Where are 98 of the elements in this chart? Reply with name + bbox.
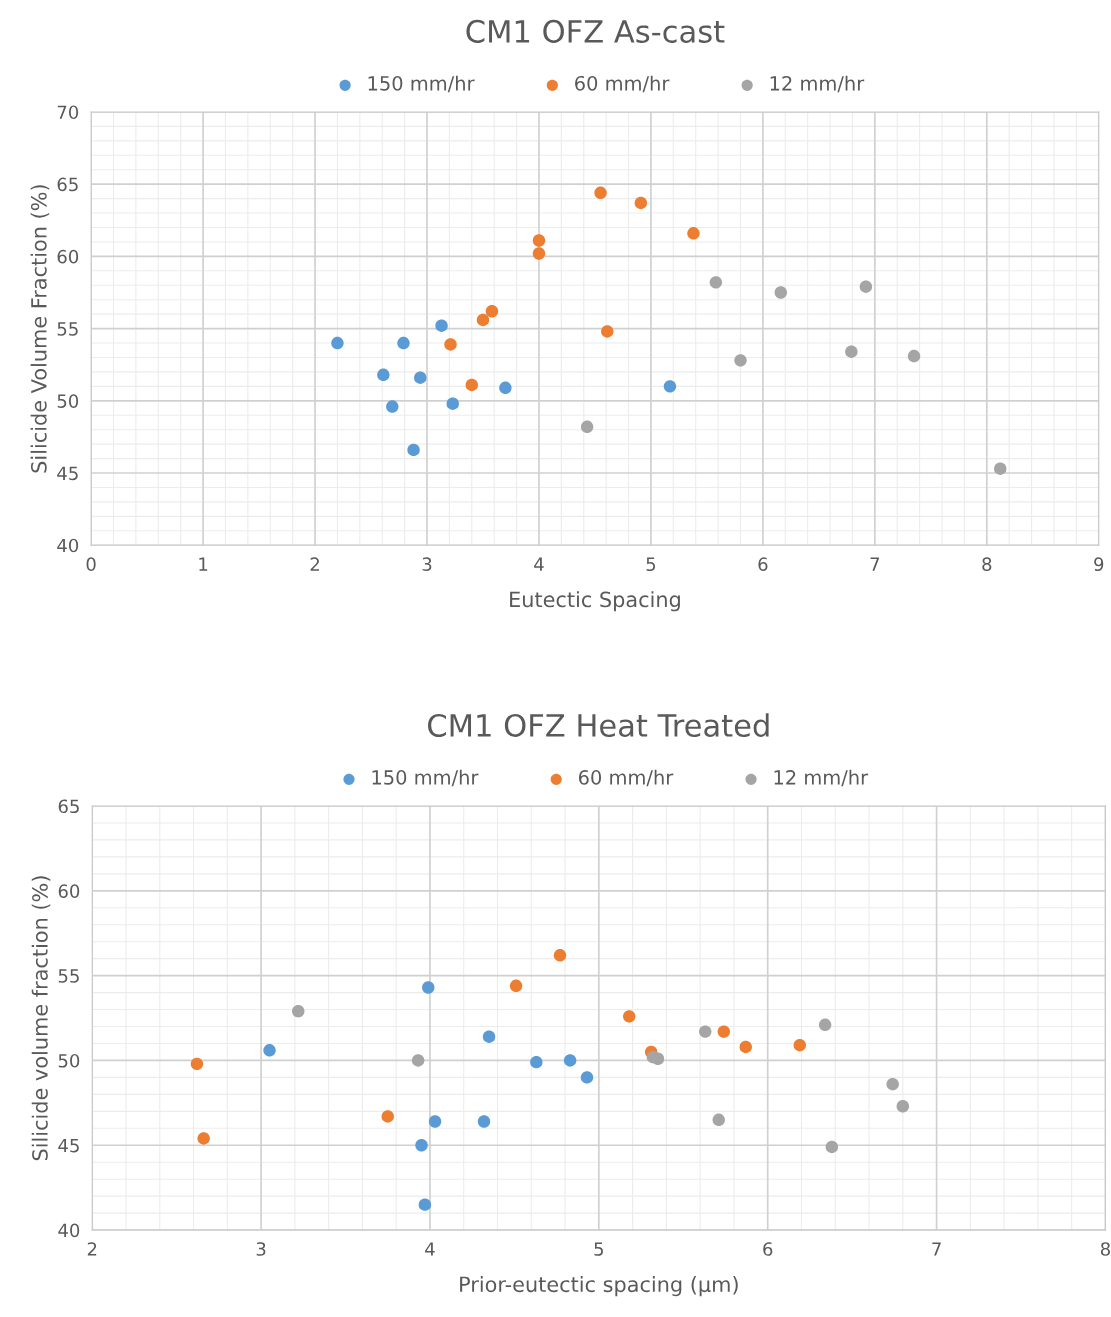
x-tick-label: 2 (87, 1242, 97, 1256)
point (197, 1132, 210, 1145)
point (386, 400, 399, 413)
point (418, 1198, 432, 1211)
x-tick-label: 0 (86, 557, 96, 572)
point (381, 1110, 394, 1123)
point (499, 381, 512, 395)
point (580, 1071, 594, 1084)
point (825, 1140, 839, 1154)
y-tick-label: 70 (57, 105, 79, 120)
y-tick-label: 60 (57, 249, 79, 264)
legend-label: 12 mm/hr (774, 769, 869, 787)
point (263, 1044, 276, 1057)
point (818, 1018, 832, 1032)
x-tick-label: 6 (763, 1242, 773, 1256)
y-axis-title: Silicide volume fraction (%) (31, 876, 51, 1161)
legend-label: 60 mm/hr (575, 75, 670, 93)
x-tick-label: 8 (1100, 1242, 1110, 1256)
point (793, 1038, 806, 1052)
x-tick-label: 3 (256, 1242, 266, 1256)
point (623, 1010, 636, 1023)
x-axis-title: Eutectic Spacing (510, 591, 680, 612)
point (444, 338, 457, 351)
point (411, 1054, 425, 1067)
point (580, 420, 594, 434)
point (532, 247, 546, 260)
point (532, 234, 546, 247)
point (465, 378, 478, 392)
point (687, 227, 700, 240)
point (663, 380, 677, 393)
point (994, 462, 1007, 475)
legend-label: 150 mm/hr (368, 75, 475, 93)
point (734, 354, 747, 367)
y-tick-label: 40 (58, 1223, 80, 1238)
point (509, 979, 523, 993)
point (435, 319, 448, 332)
x-tick-label: 6 (758, 557, 768, 572)
y-axis-title: Silicide Volume Fraction (%) (30, 185, 50, 473)
point (699, 1025, 712, 1038)
y-tick-label: 55 (57, 322, 78, 336)
point (292, 1005, 305, 1018)
x-tick-label: 2 (310, 557, 319, 571)
point (190, 1057, 204, 1071)
chart-title: CM1 OFZ As-cast (466, 19, 725, 43)
point (845, 345, 858, 358)
point (377, 368, 390, 382)
point (594, 186, 607, 200)
legend-label: 150 mm/hr (372, 769, 479, 787)
point (717, 1025, 731, 1038)
point (634, 196, 648, 210)
point (407, 443, 420, 457)
point (530, 1055, 543, 1069)
point (482, 1030, 496, 1043)
x-tick-label: 9 (1094, 557, 1104, 572)
point (712, 1113, 725, 1127)
x-tick-label: 5 (646, 557, 656, 572)
point (859, 280, 873, 293)
point (485, 305, 499, 318)
chart-title: CM1 OFZ Heat Treated (428, 713, 769, 737)
x-tick-label: 4 (534, 557, 544, 571)
point (886, 1077, 899, 1091)
point (709, 276, 723, 289)
point (428, 1115, 442, 1128)
point (651, 1052, 665, 1065)
point (563, 1054, 577, 1067)
x-tick-label: 3 (422, 557, 432, 572)
point (415, 1139, 428, 1152)
y-tick-label: 50 (57, 394, 79, 408)
x-tick-label: 7 (932, 1242, 941, 1256)
point (397, 336, 410, 350)
point (601, 325, 614, 338)
point (739, 1040, 752, 1054)
x-tick-label: 7 (870, 557, 880, 571)
point (896, 1100, 910, 1113)
y-tick-label: 55 (58, 969, 79, 983)
x-tick-label: 8 (982, 557, 992, 572)
legend-label: 60 mm/hr (578, 769, 674, 787)
point (477, 1115, 491, 1128)
x-axis-title: Prior-eutectic spacing (µm) (460, 1276, 738, 1297)
point (422, 981, 435, 994)
y-tick-label: 50 (58, 1053, 80, 1068)
point (476, 313, 490, 327)
y-tick-label: 60 (58, 884, 80, 898)
point (907, 349, 921, 363)
point (414, 371, 427, 384)
y-tick-label: 65 (58, 799, 79, 814)
y-tick-label: 65 (57, 177, 78, 192)
x-tick-label: 4 (425, 1242, 435, 1256)
point (331, 336, 344, 350)
y-tick-label: 45 (58, 1138, 79, 1153)
point (446, 397, 459, 410)
y-tick-label: 45 (57, 466, 78, 481)
x-tick-label: 5 (594, 1242, 603, 1256)
x-tick-label: 1 (199, 557, 208, 571)
y-tick-label: 40 (57, 538, 79, 553)
legend-label: 12 mm/hr (770, 75, 865, 93)
point (774, 286, 788, 299)
point (553, 949, 567, 962)
